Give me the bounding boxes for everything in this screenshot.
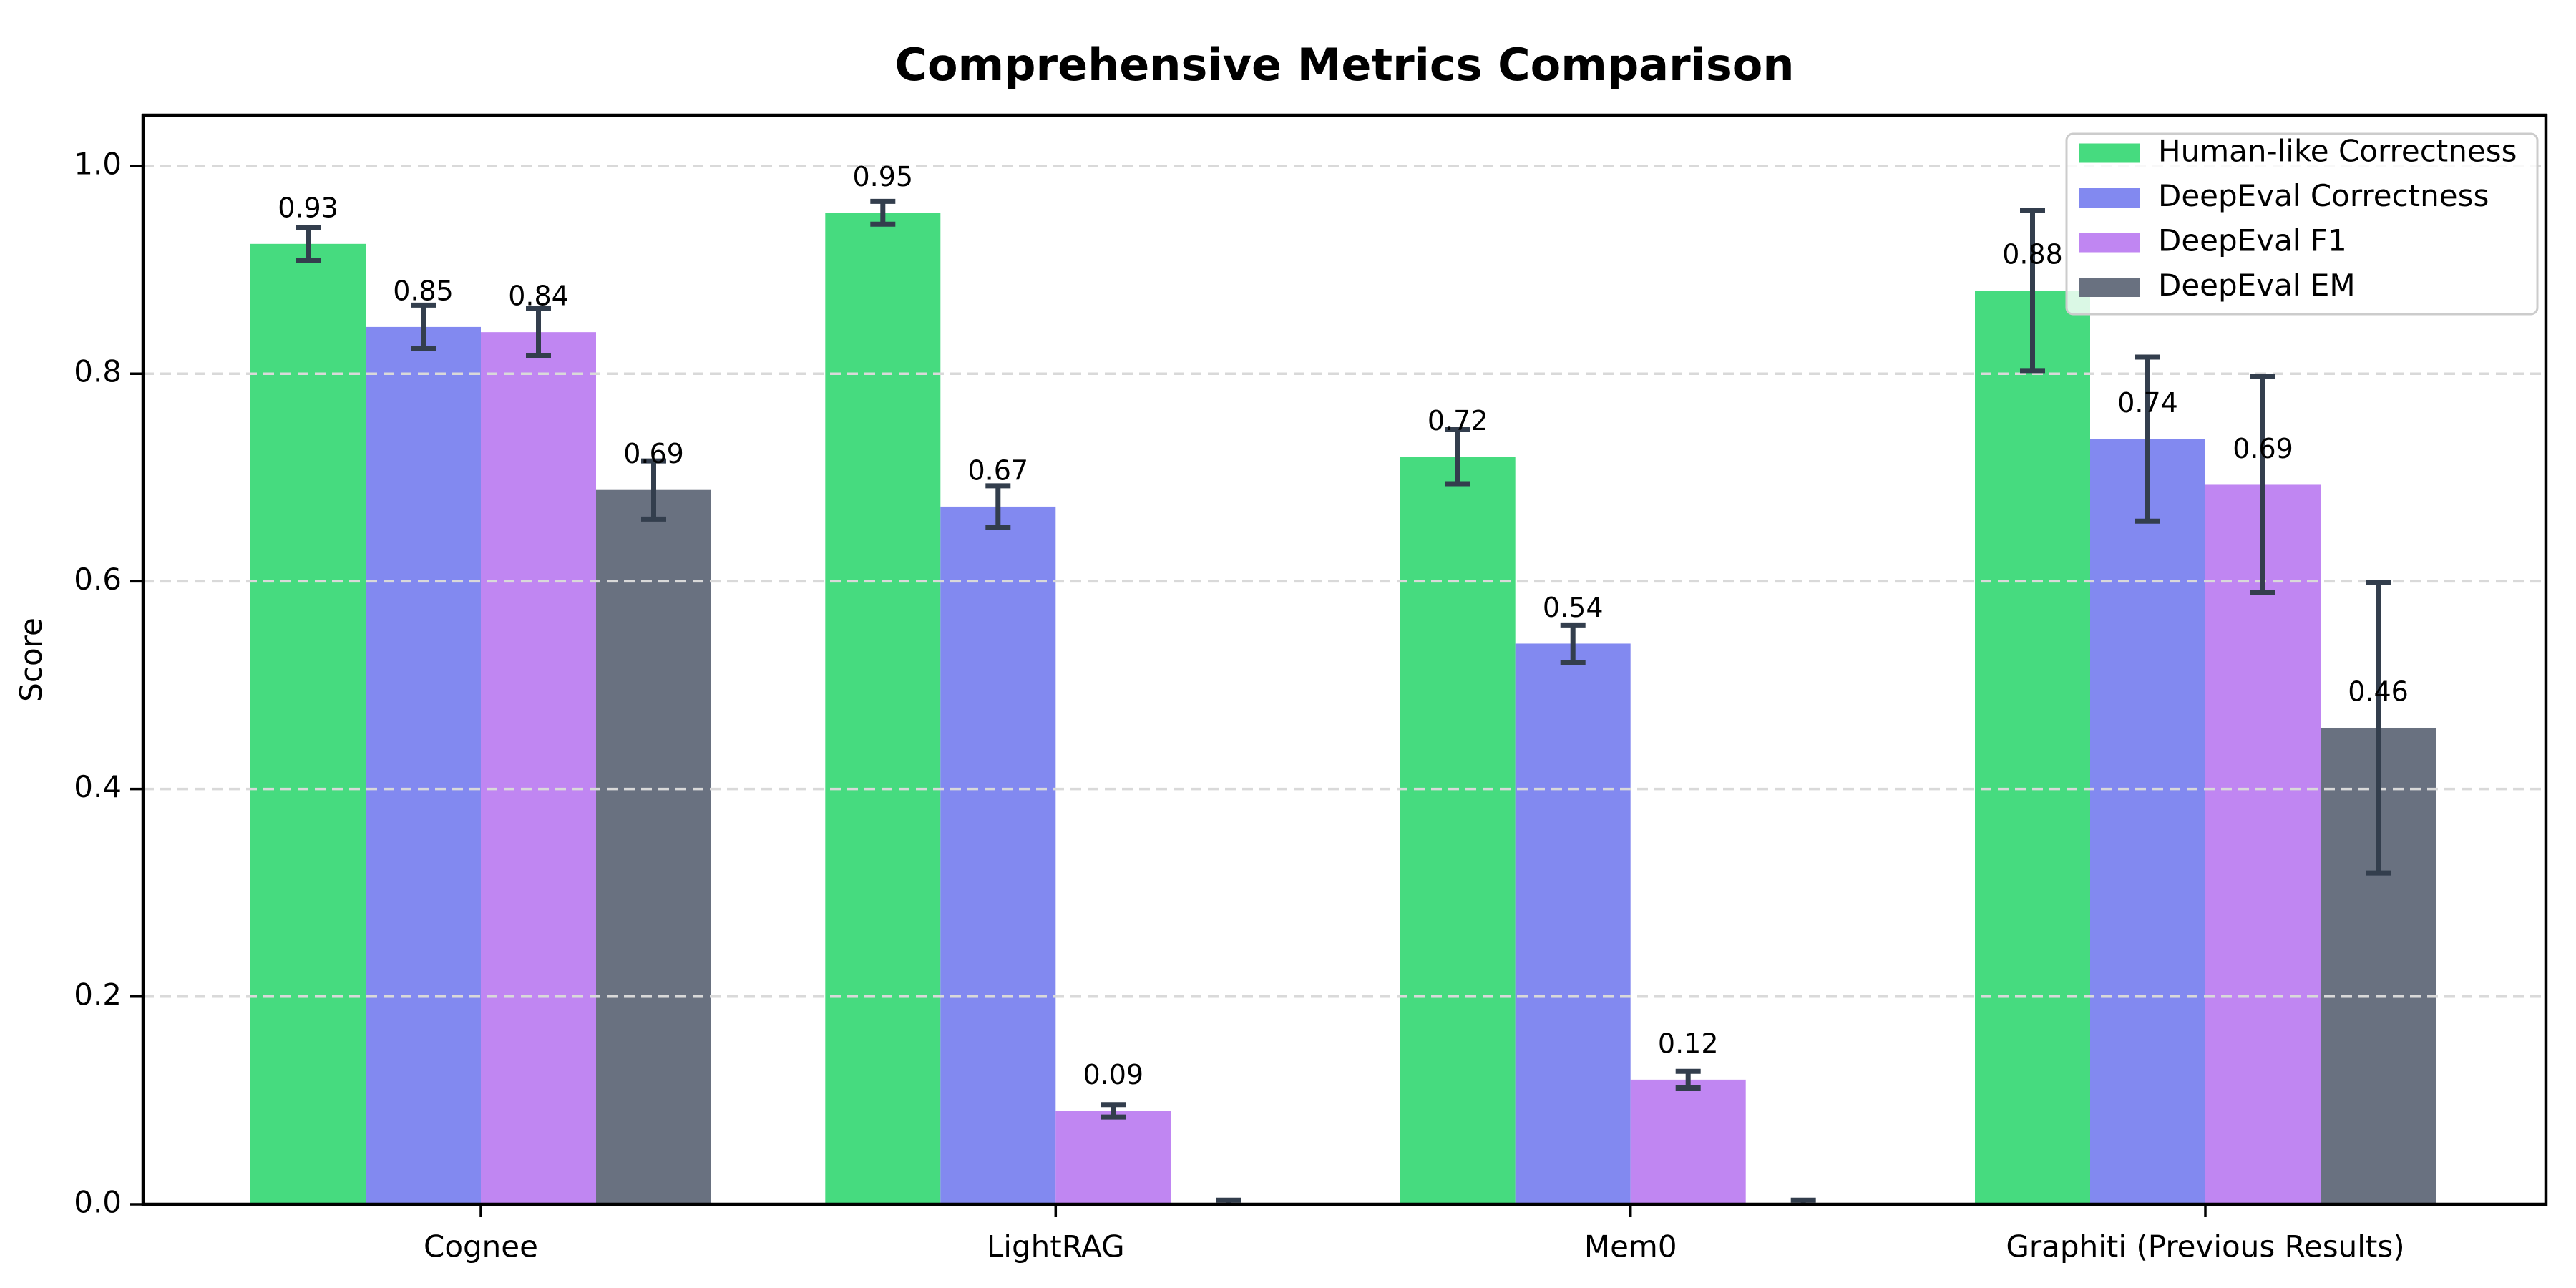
error-bars-layer [296, 198, 2391, 1204]
bar-graphiti-previous-results-series-0 [1975, 291, 2090, 1204]
legend-label-series-3: DeepEval EM [2158, 268, 2356, 303]
bar-value-label: 0.93 [278, 192, 338, 223]
legend-swatch-series-2 [2079, 233, 2140, 253]
bar-mem0-series-2 [1630, 1079, 1746, 1204]
bar-lightrag-series-2 [1055, 1111, 1171, 1204]
y-tick-label: 0.0 [74, 1185, 122, 1220]
bar-mem0-series-1 [1515, 643, 1631, 1204]
legend: Human-like Correctness DeepEval Correctne… [2065, 132, 2539, 316]
y-tick-label: 0.4 [74, 769, 122, 804]
bar-value-label: 0.54 [1543, 592, 1604, 623]
legend-label-series-1: DeepEval Correctness [2158, 178, 2489, 213]
bar-graphiti-previous-results-series-1 [2090, 439, 2205, 1204]
x-tick-label-mem0: Mem0 [1584, 1229, 1677, 1264]
bar-lightrag-series-0 [825, 213, 941, 1204]
bar-cognee-series-2 [481, 332, 596, 1204]
x-tick-label-cognee: Cognee [424, 1229, 538, 1264]
y-tick-label: 0.6 [74, 562, 122, 597]
bar-value-label: 0.12 [1658, 1028, 1719, 1059]
bars-layer [250, 213, 2436, 1205]
bar-value-label: 0.74 [2117, 387, 2178, 419]
bar-graphiti-previous-results-series-2 [2205, 484, 2321, 1204]
bar-value-label: 0.69 [2233, 433, 2293, 464]
legend-frame [2065, 132, 2539, 316]
bar-value-label: 0.84 [508, 280, 569, 312]
legend-label-series-2: DeepEval F1 [2158, 223, 2347, 258]
axes-layer: 0.0 0.2 0.4 0.6 0.8 1.0 Cognee LightRAG Mem0 Grap… [74, 113, 2548, 1264]
x-tick-label-lightrag: LightRAG [987, 1229, 1125, 1264]
bar-mem0-series-0 [1400, 457, 1516, 1204]
bar-lightrag-series-1 [940, 506, 1056, 1204]
bar-value-label: 0.88 [2002, 239, 2063, 270]
bar-value-label: 0.09 [1083, 1059, 1143, 1091]
bar-cognee-series-1 [366, 326, 481, 1204]
y-tick-label: 0.2 [74, 977, 122, 1012]
value-labels-layer: 0.93 0.95 0.72 0.88 0.85 0.67 0.54 0.74 0.84 0.09… [278, 161, 2409, 1091]
x-tick-label-graphiti-previous-results: Graphiti (Previous Results) [2006, 1229, 2404, 1264]
legend-swatch-series-1 [2079, 188, 2140, 208]
chart-title: Comprehensive Metrics Comparison [894, 39, 1794, 91]
bar-cognee-series-3 [596, 489, 711, 1204]
bar-value-label: 0.72 [1428, 405, 1488, 436]
bar-value-label: 0.69 [623, 438, 684, 469]
bar-cognee-series-0 [250, 243, 366, 1205]
legend-swatch-series-3 [2079, 278, 2140, 297]
bar-value-label: 0.85 [393, 275, 454, 306]
y-axis-label: Score [14, 618, 49, 702]
bar-value-label: 0.95 [852, 161, 913, 192]
bar-value-label: 0.46 [2348, 675, 2409, 707]
bar-value-label: 0.67 [967, 454, 1028, 486]
y-tick-label: 1.0 [74, 147, 122, 182]
y-tick-label: 0.8 [74, 354, 122, 389]
legend-label-series-0: Human-like Correctness [2158, 134, 2517, 169]
legend-swatch-series-0 [2079, 143, 2140, 163]
